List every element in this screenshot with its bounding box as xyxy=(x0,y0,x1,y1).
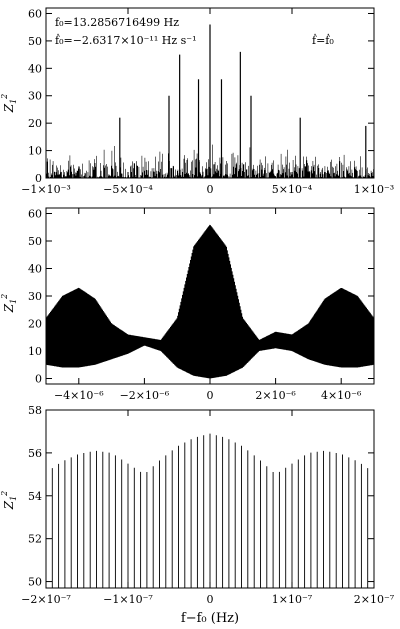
fdot-condition-annotation: ḟ=ḟ₀ xyxy=(312,33,334,47)
mid-y-tick-label: 60 xyxy=(28,208,42,221)
top-y-tick-label: 50 xyxy=(28,35,42,48)
bot-x-tick-label: −1×10⁻⁷ xyxy=(103,593,153,606)
mid-y-tick-label: 0 xyxy=(35,373,42,386)
panel-bottom: 50 52 54 56 58 −2×10⁻⁷ −1×10⁻⁷ 0 1×10⁻⁷ 2×10⁻⁷ Z… xyxy=(0,404,395,626)
top-data-series xyxy=(46,24,374,178)
top-tick-marks xyxy=(45,8,375,179)
panel-top: 0 10 20 30 40 50 60 −1×10⁻³ −5×10⁻⁴ 0 5×10⁻⁴ 1×10⁻… xyxy=(0,7,394,196)
bot-y-tick-label: 58 xyxy=(28,404,42,417)
bot-y-tick-label: 50 xyxy=(28,576,42,589)
top-x-tick-labels: −1×10⁻³ −5×10⁻⁴ 0 5×10⁻⁴ 1×10⁻³ xyxy=(21,183,394,196)
bot-x-tick-label: −2×10⁻⁷ xyxy=(21,593,71,606)
f0-annotation: f₀=13.2856716499 Hz xyxy=(55,16,179,29)
top-y-tick-label: 60 xyxy=(28,7,42,20)
bot-y-tick-label: 54 xyxy=(28,490,42,503)
top-y-tick-label: 10 xyxy=(28,145,42,158)
mid-x-tick-label: 4×10⁻⁶ xyxy=(321,389,362,402)
top-x-tick-label: −1×10⁻³ xyxy=(21,183,71,196)
mid-y-tick-label: 40 xyxy=(28,263,42,276)
top-x-tick-label: 1×10⁻³ xyxy=(354,183,394,196)
bot-x-tick-label: 2×10⁻⁷ xyxy=(354,593,395,606)
top-y-tick-label: 40 xyxy=(28,62,42,75)
top-x-tick-label: 5×10⁻⁴ xyxy=(272,183,313,196)
bottom-y-tick-labels: 50 52 54 56 58 xyxy=(28,404,42,589)
middle-oscillation-band xyxy=(46,224,375,379)
middle-y-axis-label: Z12 xyxy=(0,294,18,314)
bottom-x-axis-label: f−f₀ (Hz) xyxy=(181,611,239,626)
top-y-tick-label: 20 xyxy=(28,117,42,130)
mid-x-tick-label: 0 xyxy=(207,389,214,402)
top-y-axis-label: Z12 xyxy=(0,94,18,114)
top-y-tick-labels: 0 10 20 30 40 50 60 xyxy=(28,7,42,185)
middle-y-tick-labels: 0 10 20 30 40 50 60 xyxy=(28,208,42,386)
bottom-y-axis-label: Z12 xyxy=(0,491,18,511)
top-x-tick-label: 0 xyxy=(207,183,214,196)
mid-y-tick-label: 10 xyxy=(28,345,42,358)
mid-y-tick-label: 50 xyxy=(28,235,42,248)
bot-y-tick-label: 52 xyxy=(28,533,42,546)
mid-x-tick-label: 2×10⁻⁶ xyxy=(255,389,296,402)
bot-x-tick-label: 1×10⁻⁷ xyxy=(272,593,313,606)
bottom-x-tick-labels: −2×10⁻⁷ −1×10⁻⁷ 0 1×10⁻⁷ 2×10⁻⁷ xyxy=(21,593,395,606)
panel-middle: 0 10 20 30 40 50 60 −4×10⁻⁶ −2×10⁻⁶ 0 2×10⁻⁶ 4×10⁻… xyxy=(0,207,375,402)
middle-tick-marks xyxy=(46,208,374,384)
bottom-data-series xyxy=(51,433,369,588)
bot-y-tick-label: 56 xyxy=(28,447,42,460)
mid-x-tick-label: −4×10⁻⁶ xyxy=(54,389,104,402)
fdot0-annotation: ḟ₀=−2.6317×10⁻¹¹ Hz s⁻¹ xyxy=(55,33,197,47)
middle-data-series xyxy=(46,224,375,379)
middle-x-tick-labels: −4×10⁻⁶ −2×10⁻⁶ 0 2×10⁻⁶ 4×10⁻⁶ xyxy=(54,389,362,402)
mid-x-tick-label: −2×10⁻⁶ xyxy=(120,389,170,402)
top-x-tick-label: −5×10⁻⁴ xyxy=(103,183,153,196)
mid-y-tick-label: 30 xyxy=(28,290,42,303)
bot-x-tick-label: 0 xyxy=(207,593,214,606)
bottom-tick-marks xyxy=(45,409,375,588)
mid-y-tick-label: 20 xyxy=(28,318,42,331)
bottom-comb-lines xyxy=(51,433,369,588)
top-y-tick-label: 30 xyxy=(28,90,42,103)
top-y-tick-label: 0 xyxy=(35,172,42,185)
